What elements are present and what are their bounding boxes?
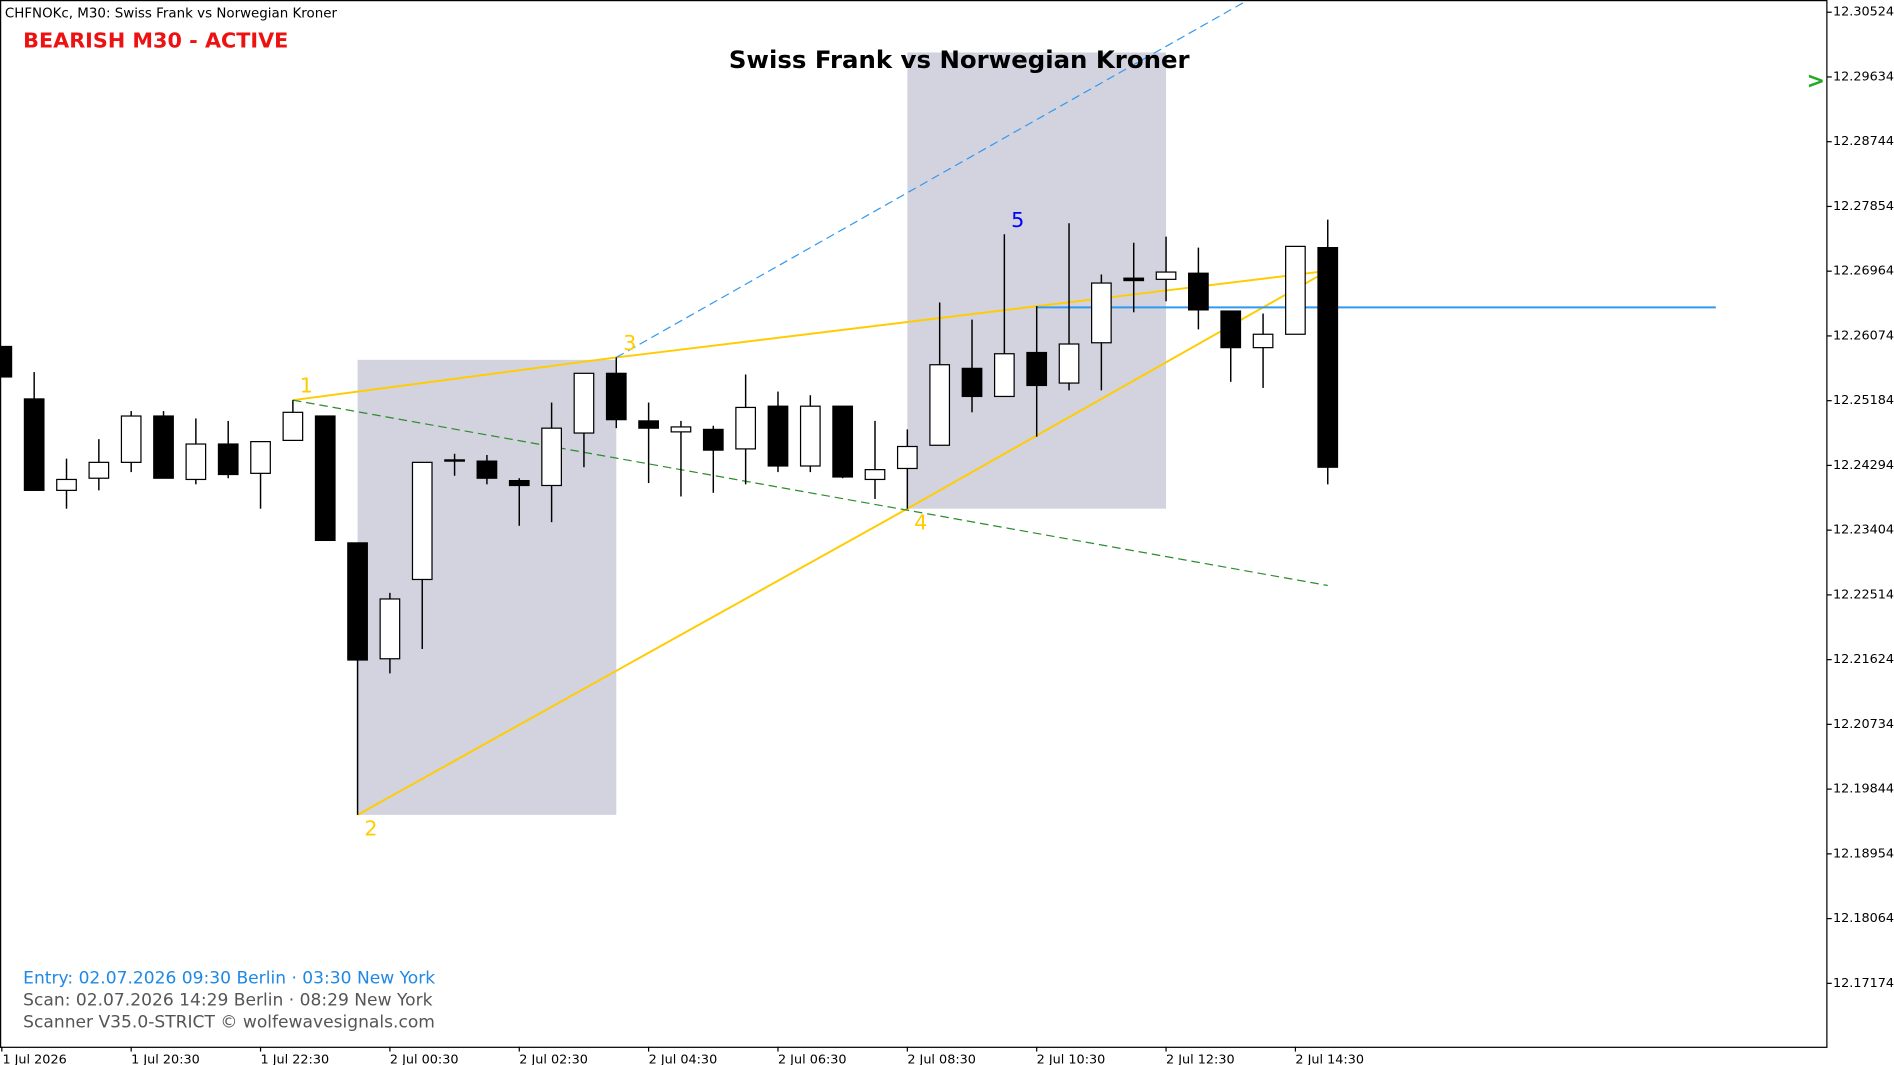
wave-point-label: 5 (1011, 208, 1024, 232)
x-tick-label: 2 Jul 00:30 (390, 1053, 459, 1065)
info-line: Scanner V35.0-STRICT © wolfewavesignals.… (23, 1012, 435, 1032)
zone (357, 359, 617, 815)
x-tick-label: 2 Jul 02:30 (519, 1053, 588, 1065)
y-tick-label: 12.25184 (1833, 393, 1894, 408)
candle-body (1188, 272, 1209, 311)
x-tick-label: 2 Jul 06:30 (778, 1053, 847, 1065)
candle-body (767, 405, 789, 467)
candle-body (670, 426, 692, 433)
pattern-line (292, 399, 1328, 587)
candle-body (1220, 310, 1242, 349)
x-tick-label: 2 Jul 04:30 (649, 1053, 718, 1065)
x-tick-label: 2 Jul 10:30 (1037, 1053, 1106, 1065)
y-tick-label: 12.26964 (1833, 264, 1894, 279)
pattern-line (357, 269, 1329, 816)
candle-body (1155, 271, 1177, 280)
pattern-line (615, 0, 1250, 358)
x-tick-label: 2 Jul 08:30 (907, 1053, 976, 1065)
info-line: Entry: 02.07.2026 09:30 Berlin · 03:30 N… (23, 968, 435, 988)
signal-marker: > (1807, 69, 1825, 94)
candle-body (896, 445, 918, 470)
candle-body (379, 598, 401, 660)
wave-point-label: 2 (364, 817, 377, 841)
y-tick-label: 12.24294 (1833, 458, 1894, 473)
candle-body (1252, 333, 1274, 349)
candle-body (961, 367, 983, 398)
candle-body (1285, 245, 1306, 335)
candle-body (1123, 277, 1145, 282)
y-tick-label: 12.21624 (1833, 652, 1894, 667)
candle-body (735, 406, 757, 450)
candle-body (929, 364, 951, 446)
candle-body (120, 415, 142, 463)
status-label: BEARISH M30 - ACTIVE (23, 28, 288, 52)
plot-frame (0, 0, 1828, 1048)
y-tick-label: 12.28744 (1833, 134, 1894, 149)
y-tick-label: 12.19844 (1833, 782, 1894, 797)
candle-body (1317, 247, 1339, 468)
wave-point-label: 4 (914, 510, 927, 534)
y-tick-label: 12.30524 (1833, 5, 1894, 20)
chart-title: Swiss Frank vs Norwegian Kroner (729, 45, 1190, 74)
candle-body (864, 469, 886, 481)
x-tick-label: 2 Jul 12:30 (1166, 1053, 1235, 1065)
candle-body (832, 405, 854, 478)
y-tick-label: 12.17174 (1833, 976, 1894, 991)
candle-body (508, 480, 530, 487)
symbol-label: CHFNOKc, M30: Swiss Frank vs Norwegian K… (5, 6, 338, 21)
y-tick-label: 12.23404 (1833, 523, 1894, 538)
candle-body (88, 461, 110, 479)
candle-body (0, 345, 13, 378)
candle-body (1058, 343, 1080, 384)
candle-body (638, 420, 659, 429)
wave-point-label: 1 (300, 374, 313, 398)
candle-body (411, 461, 433, 581)
candle-body (444, 459, 465, 462)
candle-body (1091, 282, 1112, 344)
x-tick-label: 2 Jul 14:30 (1295, 1053, 1364, 1065)
candle-body (250, 441, 271, 474)
candle-body (1026, 351, 1048, 387)
candle-body (23, 398, 45, 491)
candle-body (605, 372, 627, 421)
y-tick-label: 12.18954 (1833, 846, 1894, 861)
wave-point-label: 3 (623, 331, 636, 355)
candle-body (314, 415, 336, 542)
y-tick-label: 12.18064 (1833, 911, 1894, 926)
y-tick-label: 12.22514 (1833, 587, 1894, 602)
candle-body (217, 443, 239, 476)
candle-body (476, 460, 498, 479)
y-tick-label: 12.29634 (1833, 69, 1894, 84)
info-line: Scan: 02.07.2026 14:29 Berlin · 08:29 Ne… (23, 990, 432, 1010)
y-tick-label: 12.27854 (1833, 199, 1894, 214)
candle-body (153, 415, 174, 479)
x-tick-label: 1 Jul 2026 (2, 1053, 66, 1065)
plot-area (0, 0, 1716, 816)
x-tick-label: 1 Jul 22:30 (261, 1053, 330, 1065)
candle-body (541, 427, 562, 487)
candle-body (573, 372, 595, 434)
candle-body (282, 411, 304, 441)
candle-body (799, 405, 821, 467)
candle-body (56, 478, 77, 491)
x-tick-label: 1 Jul 20:30 (131, 1053, 200, 1065)
candle-body (702, 428, 724, 451)
y-tick-label: 12.26074 (1833, 328, 1894, 343)
y-tick-label: 12.20734 (1833, 717, 1894, 732)
candle-body (347, 542, 368, 661)
candle-body (993, 353, 1015, 398)
candle-body (185, 443, 207, 481)
